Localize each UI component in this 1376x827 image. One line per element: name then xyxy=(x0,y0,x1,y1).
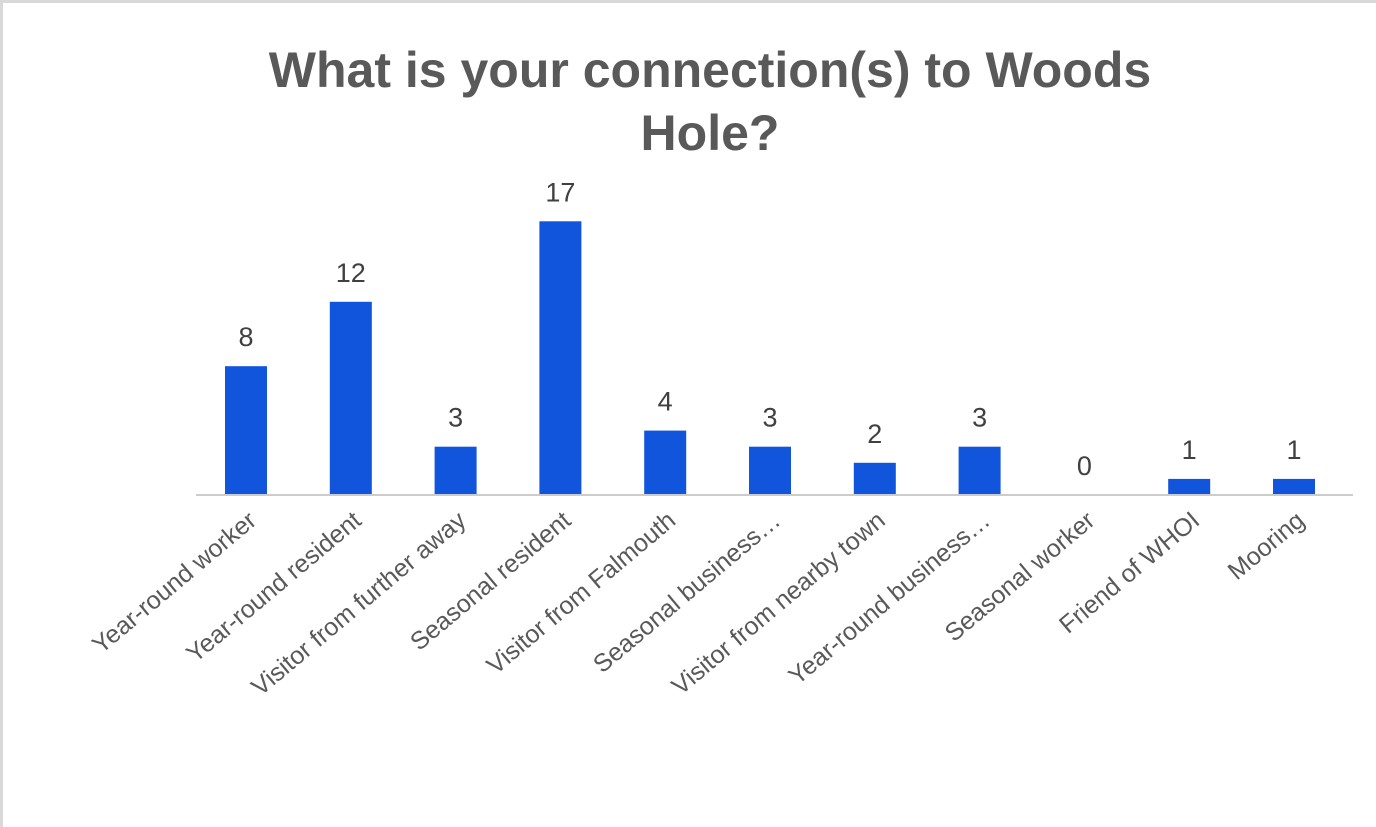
data-label-1: 12 xyxy=(336,258,366,288)
x-tick-label-10: Mooring xyxy=(1223,506,1310,586)
bar-4 xyxy=(644,430,687,495)
bar-chart: What is your connection(s) to Woods Hole… xyxy=(87,42,1353,702)
bar-0 xyxy=(225,366,267,495)
bar-5 xyxy=(749,446,791,495)
data-label-6: 2 xyxy=(867,419,882,449)
bar-10 xyxy=(1273,478,1315,495)
data-label-10: 1 xyxy=(1286,435,1301,465)
data-label-7: 3 xyxy=(972,403,987,433)
chart-title-line-2: Hole? xyxy=(641,105,780,161)
x-tick-label-5: Seasonal business… xyxy=(588,506,786,678)
bar-9 xyxy=(1168,478,1211,495)
bar-6 xyxy=(853,462,896,495)
x-tick-label-6: Visitor from nearby town xyxy=(667,506,891,700)
bar-3 xyxy=(539,221,582,496)
data-label-2: 3 xyxy=(448,403,463,433)
data-labels-layer: 8 12 3 17 4 3 2 3 0 1 1 xyxy=(238,177,1301,481)
chart-title-line-1: What is your connection(s) to Woods xyxy=(269,42,1151,98)
x-tick-label-4: Visitor from Falmouth xyxy=(481,506,681,680)
data-label-9: 1 xyxy=(1182,435,1197,465)
data-label-5: 3 xyxy=(762,403,777,433)
data-label-0: 8 xyxy=(238,322,253,352)
x-tick-label-7: Year-round business… xyxy=(783,506,995,690)
x-tick-label-2: Visitor from further away xyxy=(246,506,472,702)
bar-7 xyxy=(958,446,1001,495)
data-label-8: 0 xyxy=(1077,451,1092,481)
bar-2 xyxy=(434,446,477,495)
bars-layer xyxy=(225,221,1315,496)
x-tick-label-1: Year-round resident xyxy=(181,506,367,668)
data-label-3: 17 xyxy=(545,177,575,207)
bar-1 xyxy=(329,301,372,495)
data-label-4: 4 xyxy=(658,387,673,417)
